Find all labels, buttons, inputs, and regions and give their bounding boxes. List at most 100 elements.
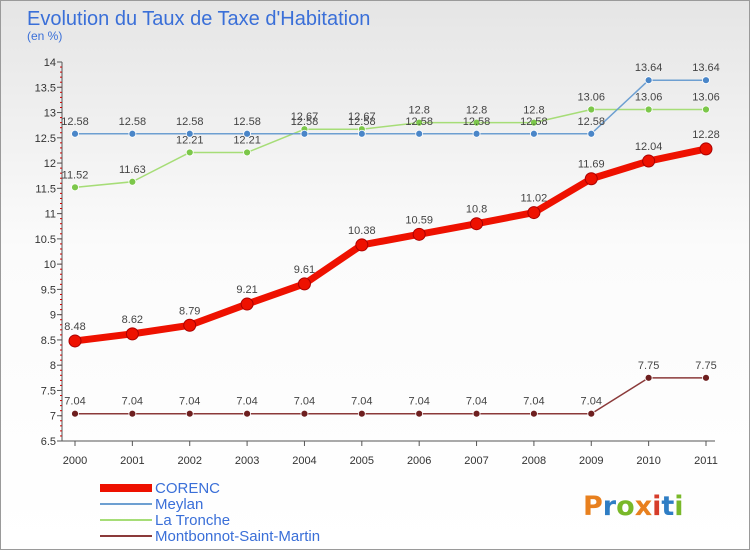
y-tick-label: 11.5 [35, 183, 56, 195]
data-label: 12.21 [176, 134, 204, 146]
y-tick-label: 8.5 [41, 335, 56, 347]
data-label: 11.02 [521, 193, 548, 205]
data-label: 12.58 [405, 116, 433, 128]
data-label: 8.48 [64, 321, 85, 333]
data-label: 13.06 [578, 92, 606, 104]
data-label: 7.04 [466, 396, 487, 408]
data-label: 12.8 [466, 105, 487, 117]
data-point [71, 129, 79, 138]
data-point [71, 183, 79, 192]
data-label: 7.04 [408, 396, 429, 408]
series-line [74, 79, 707, 135]
data-point [699, 142, 713, 156]
logo-letter: P [583, 491, 603, 522]
x-tick-label: 2007 [464, 455, 488, 467]
data-point [644, 105, 653, 114]
data-label: 7.04 [64, 396, 85, 408]
data-label: 7.04 [122, 396, 143, 408]
data-label: 12.58 [578, 116, 606, 128]
data-label: 9.61 [294, 264, 315, 276]
data-label: 12.58 [520, 116, 548, 128]
data-point [71, 409, 79, 418]
data-point [355, 238, 369, 252]
logo-letter: i [652, 491, 661, 522]
x-tick-label: 2003 [235, 455, 259, 467]
data-point [530, 129, 538, 138]
data-label: 7.04 [179, 396, 200, 408]
data-point [183, 318, 197, 332]
data-point [587, 105, 596, 114]
data-label: 13.64 [692, 62, 720, 74]
logo-letter: t [661, 491, 674, 522]
data-label: 7.04 [294, 396, 315, 408]
chart-subtitle: (en %) [27, 29, 62, 43]
data-label: 12.58 [291, 116, 319, 128]
data-label: 10.59 [405, 214, 433, 226]
legend-label: Montbonnot-Saint-Martin [155, 528, 320, 545]
data-point [128, 177, 137, 186]
data-label: 7.75 [695, 360, 716, 372]
logo-letter: x [635, 491, 652, 522]
data-point [128, 409, 137, 418]
data-label: 12.8 [408, 105, 429, 117]
y-tick-label: 13 [44, 108, 56, 120]
x-tick-label: 2006 [407, 455, 431, 467]
data-label: 13.06 [635, 92, 663, 104]
y-tick-label: 12 [44, 158, 56, 170]
data-point [527, 206, 541, 220]
data-point [702, 105, 710, 114]
y-tick-label: 11 [45, 209, 56, 221]
data-label: 8.79 [179, 305, 200, 317]
y-tick-label: 9.5 [41, 284, 56, 296]
data-point [530, 409, 538, 418]
proxiti-logo: Proxiti [583, 491, 684, 522]
legend-label: CORENC [155, 480, 220, 497]
data-point [644, 76, 653, 85]
data-label: 7.04 [523, 396, 544, 408]
data-point [243, 148, 251, 157]
y-tick-label: 14 [44, 57, 56, 69]
x-tick-label: 2010 [636, 455, 660, 467]
logo-letter: o [616, 491, 635, 522]
y-tick-label: 13.5 [35, 82, 56, 94]
data-label: 11.69 [578, 159, 605, 171]
legend-label: Meylan [155, 496, 203, 513]
data-label: 10.38 [348, 225, 376, 237]
data-label: 7.04 [581, 396, 602, 408]
data-label: 12.58 [348, 116, 376, 128]
series-meylan: 12.58 12.58 12.58 12.58 12.58 12.58 12.58 12.58… [61, 62, 720, 138]
logo-letter: r [603, 491, 617, 522]
x-tick-label: 2000 [63, 455, 87, 467]
data-label: 12.58 [176, 116, 204, 128]
data-label: 12.28 [692, 129, 720, 141]
legend-label: La Tronche [155, 512, 230, 529]
series-line [74, 377, 707, 415]
data-point [128, 129, 137, 138]
data-point [357, 129, 366, 138]
data-point [642, 154, 656, 168]
data-label: 7.04 [351, 396, 372, 408]
data-point [587, 129, 596, 138]
x-tick-label: 2008 [522, 455, 546, 467]
data-label: 11.52 [62, 169, 89, 181]
data-label: 13.06 [692, 92, 720, 104]
x-tick-label: 2001 [120, 455, 144, 467]
data-label: 12.67 [348, 111, 376, 123]
y-tick-label: 8 [50, 360, 56, 372]
x-tick-label: 2002 [177, 455, 201, 467]
data-point [300, 409, 309, 418]
data-point [243, 409, 251, 418]
data-point [530, 118, 538, 127]
y-tick-label: 6.5 [41, 436, 56, 448]
data-point [68, 334, 82, 348]
data-label: 7.75 [638, 360, 659, 372]
series-montbonnot-saint-martin: 7.04 7.04 7.04 7.04 7.04 7.04 7.04 7.04 7.04 7.04… [64, 360, 717, 418]
data-point [243, 129, 251, 138]
y-tick-label: 10.5 [35, 234, 56, 246]
data-point [415, 409, 424, 418]
data-label: 7.04 [236, 396, 257, 408]
data-point [470, 217, 484, 231]
x-tick-label: 2009 [579, 455, 603, 467]
